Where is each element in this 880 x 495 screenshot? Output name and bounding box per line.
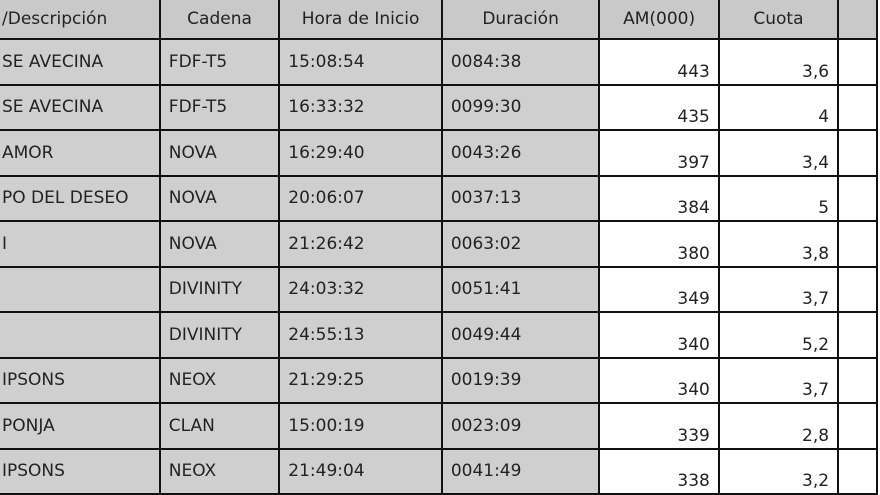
cell-hora-inicio: 21:49:04: [278, 447, 443, 495]
cell-am: 340: [598, 311, 720, 359]
cell-am: 384: [598, 174, 720, 222]
cell-duracion: 0037:13: [440, 174, 601, 222]
cell-duracion: 0084:38: [440, 38, 601, 86]
cell-cuota: 4: [717, 83, 840, 131]
cell-cadena: NOVA: [158, 174, 281, 222]
cell-duracion: 0063:02: [440, 220, 601, 268]
cell-duracion: 0043:26: [440, 129, 601, 177]
table-row: PONJA CLAN 15:00:19 0023:09 339 2,8: [0, 402, 878, 450]
cell-extra: [837, 356, 878, 404]
cell-am: 435: [598, 83, 720, 131]
cell-descripcion: PONJA: [0, 402, 161, 450]
cell-hora-inicio: 21:26:42: [278, 220, 443, 268]
cell-extra: [837, 311, 878, 359]
cell-cadena: FDF-T5: [158, 83, 281, 131]
cell-duracion: 0019:39: [440, 356, 601, 404]
table-row: IPSONS NEOX 21:49:04 0041:49 338 3,2: [0, 447, 878, 495]
cell-hora-inicio: 24:55:13: [278, 311, 443, 359]
cell-hora-inicio: 15:00:19: [278, 402, 443, 450]
cell-extra: [837, 220, 878, 268]
header-am: AM(000): [598, 0, 720, 40]
cell-duracion: 0099:30: [440, 83, 601, 131]
table-row: I NOVA 21:26:42 0063:02 380 3,8: [0, 220, 878, 268]
table-row: DIVINITY 24:03:32 0051:41 349 3,7: [0, 265, 878, 313]
cell-am: 380: [598, 220, 720, 268]
cell-hora-inicio: 16:33:32: [278, 83, 443, 131]
cell-descripcion: AMOR: [0, 129, 161, 177]
cell-cadena: FDF-T5: [158, 38, 281, 86]
cell-extra: [837, 129, 878, 177]
cell-cadena: NEOX: [158, 447, 281, 495]
cell-descripcion: SE AVECINA: [0, 38, 161, 86]
cell-cadena: NOVA: [158, 129, 281, 177]
cell-extra: [837, 83, 878, 131]
cell-am: 443: [598, 38, 720, 86]
table-row: IPSONS NEOX 21:29:25 0019:39 340 3,7: [0, 356, 878, 404]
cell-extra: [837, 402, 878, 450]
cell-hora-inicio: 24:03:32: [278, 265, 443, 313]
cell-cadena: CLAN: [158, 402, 281, 450]
cell-am: 349: [598, 265, 720, 313]
cell-am: 338: [598, 447, 720, 495]
cell-hora-inicio: 21:29:25: [278, 356, 443, 404]
cell-am: 340: [598, 356, 720, 404]
cell-extra: [837, 447, 878, 495]
header-cadena: Cadena: [158, 0, 281, 40]
cell-descripcion: IPSONS: [0, 447, 161, 495]
cell-cuota: 3,8: [717, 220, 840, 268]
cell-duracion: 0041:49: [440, 447, 601, 495]
cell-duracion: 0049:44: [440, 311, 601, 359]
cell-cuota: 3,7: [717, 356, 840, 404]
cell-cadena: NEOX: [158, 356, 281, 404]
cell-cuota: 3,6: [717, 38, 840, 86]
table-row: AMOR NOVA 16:29:40 0043:26 397 3,4: [0, 129, 878, 177]
cell-hora-inicio: 20:06:07: [278, 174, 443, 222]
cell-descripcion: SE AVECINA: [0, 83, 161, 131]
table-row: PO DEL DESEO NOVA 20:06:07 0037:13 384 5: [0, 174, 878, 222]
cell-cadena: DIVINITY: [158, 265, 281, 313]
cell-hora-inicio: 16:29:40: [278, 129, 443, 177]
cell-duracion: 0051:41: [440, 265, 601, 313]
table-row: SE AVECINA FDF-T5 16:33:32 0099:30 435 4: [0, 83, 878, 131]
cell-am: 339: [598, 402, 720, 450]
cell-cuota: 5,2: [717, 311, 840, 359]
header-hora-inicio: Hora de Inicio: [278, 0, 443, 40]
cell-extra: [837, 265, 878, 313]
cell-duracion: 0023:09: [440, 402, 601, 450]
header-cuota: Cuota: [717, 0, 840, 40]
cell-cuota: 3,2: [717, 447, 840, 495]
header-descripcion: /Descripción: [0, 0, 161, 40]
cell-cuota: 2,8: [717, 402, 840, 450]
cell-am: 397: [598, 129, 720, 177]
header-duracion: Duración: [440, 0, 601, 40]
cell-hora-inicio: 15:08:54: [278, 38, 443, 86]
cell-cadena: DIVINITY: [158, 311, 281, 359]
cell-extra: [837, 38, 878, 86]
table-row: SE AVECINA FDF-T5 15:08:54 0084:38 443 3,6: [0, 38, 878, 86]
table-row: DIVINITY 24:55:13 0049:44 340 5,2: [0, 311, 878, 359]
cell-cuota: 3,4: [717, 129, 840, 177]
cell-descripcion: I: [0, 220, 161, 268]
cell-descripcion: IPSONS: [0, 356, 161, 404]
cell-extra: [837, 174, 878, 222]
header-extra: [837, 0, 878, 40]
cell-descripcion: [0, 311, 161, 359]
cell-cuota: 5: [717, 174, 840, 222]
cell-descripcion: [0, 265, 161, 313]
cell-cuota: 3,7: [717, 265, 840, 313]
cell-cadena: NOVA: [158, 220, 281, 268]
header-row: /Descripción Cadena Hora de Inicio Durac…: [0, 0, 878, 40]
cell-descripcion: PO DEL DESEO: [0, 174, 161, 222]
